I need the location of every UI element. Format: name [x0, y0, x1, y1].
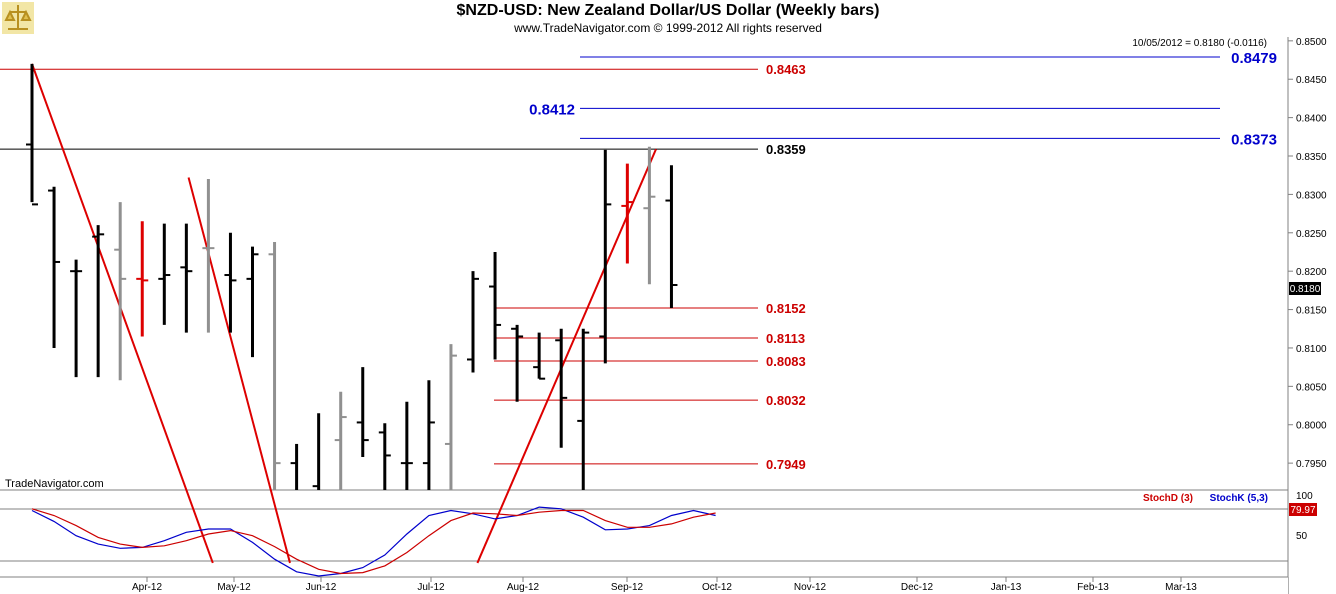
current-price-tag: 0.8180 — [1290, 284, 1321, 295]
x-tick-label: Jan-13 — [991, 582, 1022, 593]
stoch-d-line — [31, 508, 716, 575]
y-tick-label: 0.8150 — [1296, 306, 1327, 317]
ohlc-bar — [555, 328, 568, 448]
y-tick-label: 0.8100 — [1296, 344, 1327, 355]
stoch-d-legend: StochD (3) — [1143, 493, 1193, 504]
stoch-value-tag-box — [1289, 503, 1317, 516]
y-tick-label: 0.8400 — [1296, 114, 1327, 125]
x-tick-label: Mar-13 — [1165, 582, 1197, 593]
ohlc-bar — [136, 221, 149, 337]
ohlc-bar — [356, 367, 369, 457]
ohlc-bar — [467, 271, 479, 373]
ohlc-bar — [489, 251, 502, 360]
trendline-0 — [31, 63, 214, 564]
level-label-0.8412: 0.8412 — [529, 101, 575, 118]
ohlc-bar — [180, 223, 193, 333]
ohlc-bar — [422, 380, 435, 490]
trendline-1 — [187, 177, 291, 564]
ohlc-bar — [378, 423, 391, 490]
ohlc-bar — [290, 443, 299, 490]
ohlc-bar — [114, 202, 127, 381]
ohlc-bar — [158, 223, 171, 325]
ohlc-bar — [621, 163, 634, 264]
level-label-0.8479: 0.8479 — [1231, 50, 1277, 67]
y-tick-label: 0.8350 — [1296, 152, 1327, 163]
ohlc-bar — [268, 242, 281, 490]
x-tick-label: May-12 — [217, 582, 251, 593]
x-tick-label: Nov-12 — [794, 582, 827, 593]
current-price-tag-box — [1289, 282, 1321, 295]
ohlc-bar — [224, 232, 237, 333]
x-tick-label: Apr-12 — [132, 582, 162, 593]
stoch-tick-50: 50 — [1296, 531, 1308, 542]
ohlc-bar — [643, 146, 656, 285]
x-tick-label: Sep-12 — [611, 582, 644, 593]
y-tick-label: 0.8250 — [1296, 229, 1327, 240]
ohlc-bar — [533, 332, 546, 380]
ohlc-bar — [70, 259, 83, 378]
ohlc-bar — [334, 391, 347, 490]
ohlc-bar — [511, 324, 524, 402]
price-info-text: 10/05/2012 = 0.8180 (-0.0116) — [1132, 38, 1267, 49]
ohlc-bar — [48, 186, 61, 348]
y-tick-label: 0.8200 — [1296, 267, 1327, 278]
x-tick-label: Aug-12 — [507, 582, 540, 593]
level-label-0.8373: 0.8373 — [1231, 131, 1277, 148]
level-label-0.8463: 0.8463 — [766, 62, 806, 77]
ohlc-bar — [599, 149, 612, 364]
y-tick-label: 0.8050 — [1296, 382, 1327, 393]
chart-subtitle: www.TradeNavigator.com © 1999-2012 All r… — [514, 21, 822, 35]
level-label-0.8359: 0.8359 — [766, 142, 806, 157]
stoch-k-legend: StochK (5,3) — [1210, 493, 1268, 504]
level-label-0.8152: 0.8152 — [766, 301, 806, 316]
ohlc-bar — [312, 413, 321, 490]
y-tick-label: 0.8450 — [1296, 75, 1327, 86]
ohlc-bar — [400, 401, 413, 490]
y-tick-label: 0.8300 — [1296, 190, 1327, 201]
y-tick-label: 0.8500 — [1296, 37, 1327, 48]
x-tick-label: Jul-12 — [417, 582, 445, 593]
x-tick-label: Jun-12 — [306, 582, 337, 593]
ohlc-bar — [26, 63, 38, 206]
y-tick-label: 0.8000 — [1296, 421, 1327, 432]
level-label-0.7949: 0.7949 — [766, 457, 806, 472]
ohlc-bar — [444, 344, 457, 490]
x-tick-label: Feb-13 — [1077, 582, 1109, 593]
ohlc-bar — [246, 246, 259, 358]
watermark-text: TradeNavigator.com — [5, 478, 104, 490]
x-tick-label: Oct-12 — [702, 582, 732, 593]
stoch-tick-100: 100 — [1296, 491, 1313, 502]
trade-navigator-logo-icon — [2, 2, 34, 34]
stoch-k-line — [31, 506, 716, 577]
level-label-0.8113: 0.8113 — [766, 331, 805, 346]
ohlc-bar — [577, 328, 590, 490]
level-label-0.8083: 0.8083 — [766, 354, 806, 369]
y-tick-label: 0.7950 — [1296, 459, 1327, 470]
ohlc-bar — [202, 179, 215, 333]
ohlc-bar — [92, 225, 105, 378]
price-panel-background — [0, 37, 1288, 490]
stoch-value-tag: 79.97 — [1290, 505, 1315, 516]
chart-title: $NZD-USD: New Zealand Dollar/US Dollar (… — [456, 2, 880, 19]
x-tick-label: Dec-12 — [901, 582, 934, 593]
level-label-0.8032: 0.8032 — [766, 393, 806, 408]
ohlc-bar — [665, 165, 678, 309]
axis-corner — [1288, 577, 1336, 594]
